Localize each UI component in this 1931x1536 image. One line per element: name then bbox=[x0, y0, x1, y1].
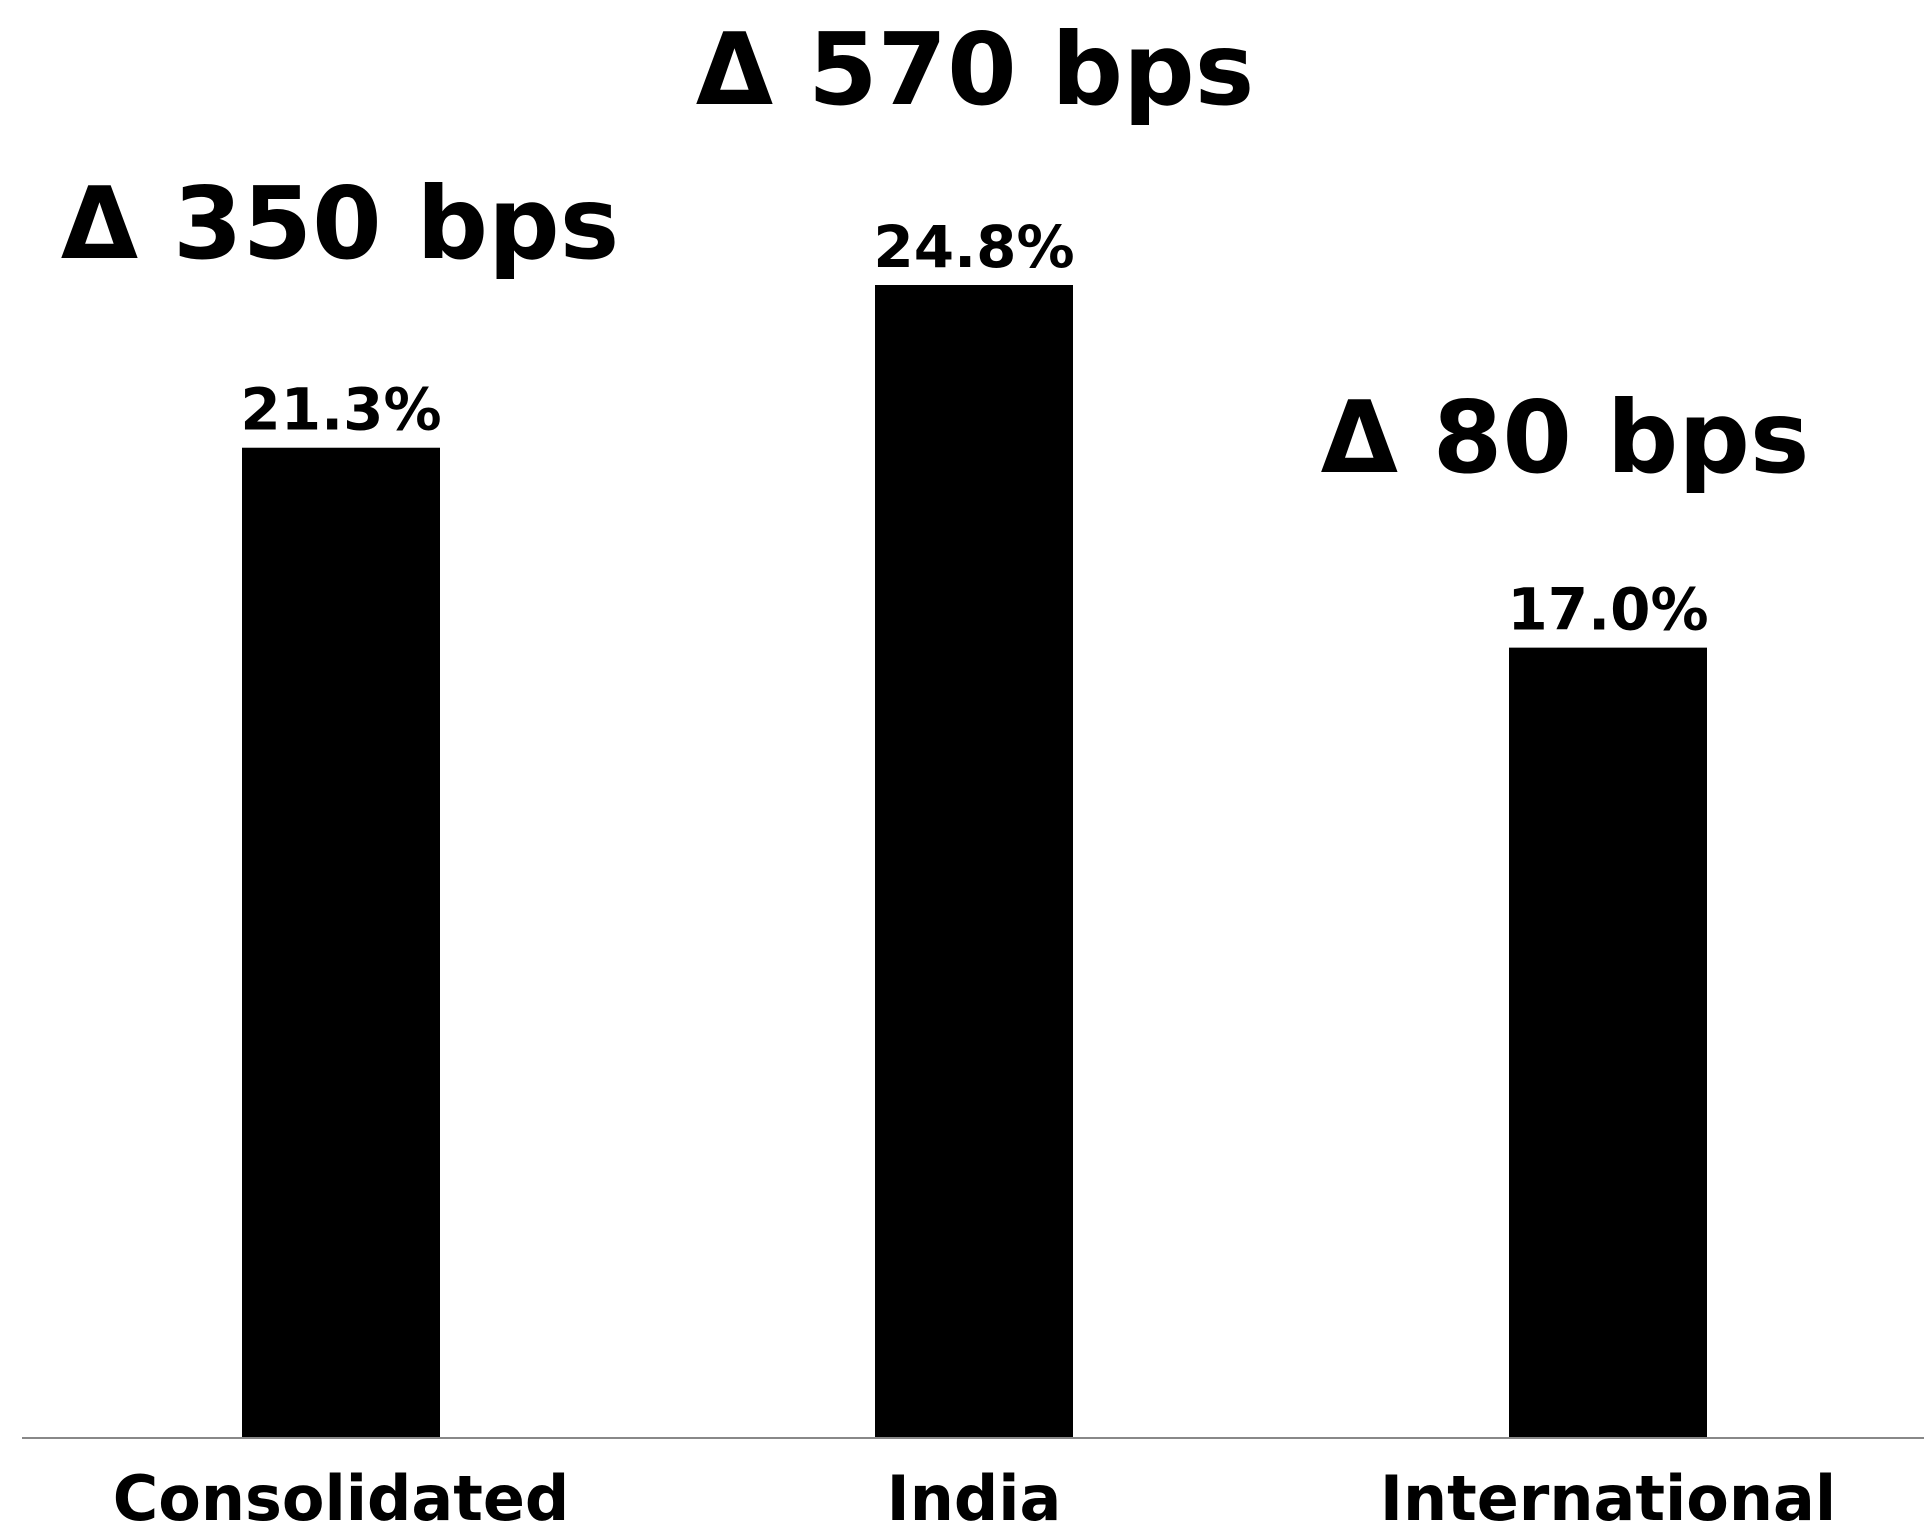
category-labels-layer: Consolidated India International bbox=[113, 1462, 1836, 1535]
category-label-india: India bbox=[887, 1462, 1062, 1535]
value-label-consolidated: 21.3% bbox=[240, 376, 441, 444]
bar-international bbox=[1509, 647, 1707, 1438]
delta-annotation-india: Δ 570 bps bbox=[696, 11, 1254, 128]
value-label-international: 17.0% bbox=[1507, 576, 1708, 644]
category-label-consolidated: Consolidated bbox=[113, 1462, 570, 1535]
delta-annotation-international: Δ 80 bps bbox=[1321, 379, 1810, 496]
delta-annotation-consolidated: Δ 350 bps bbox=[61, 165, 619, 282]
value-labels-layer: 21.3% 24.8% 17.0% bbox=[240, 213, 1708, 644]
bar-consolidated bbox=[242, 447, 440, 1438]
bars-layer bbox=[242, 285, 1707, 1438]
value-label-india: 24.8% bbox=[873, 213, 1074, 281]
delta-annotations-layer: Δ 350 bps Δ 570 bps Δ 80 bps bbox=[61, 11, 1810, 496]
category-label-international: International bbox=[1380, 1462, 1836, 1535]
bar-india bbox=[875, 285, 1073, 1438]
